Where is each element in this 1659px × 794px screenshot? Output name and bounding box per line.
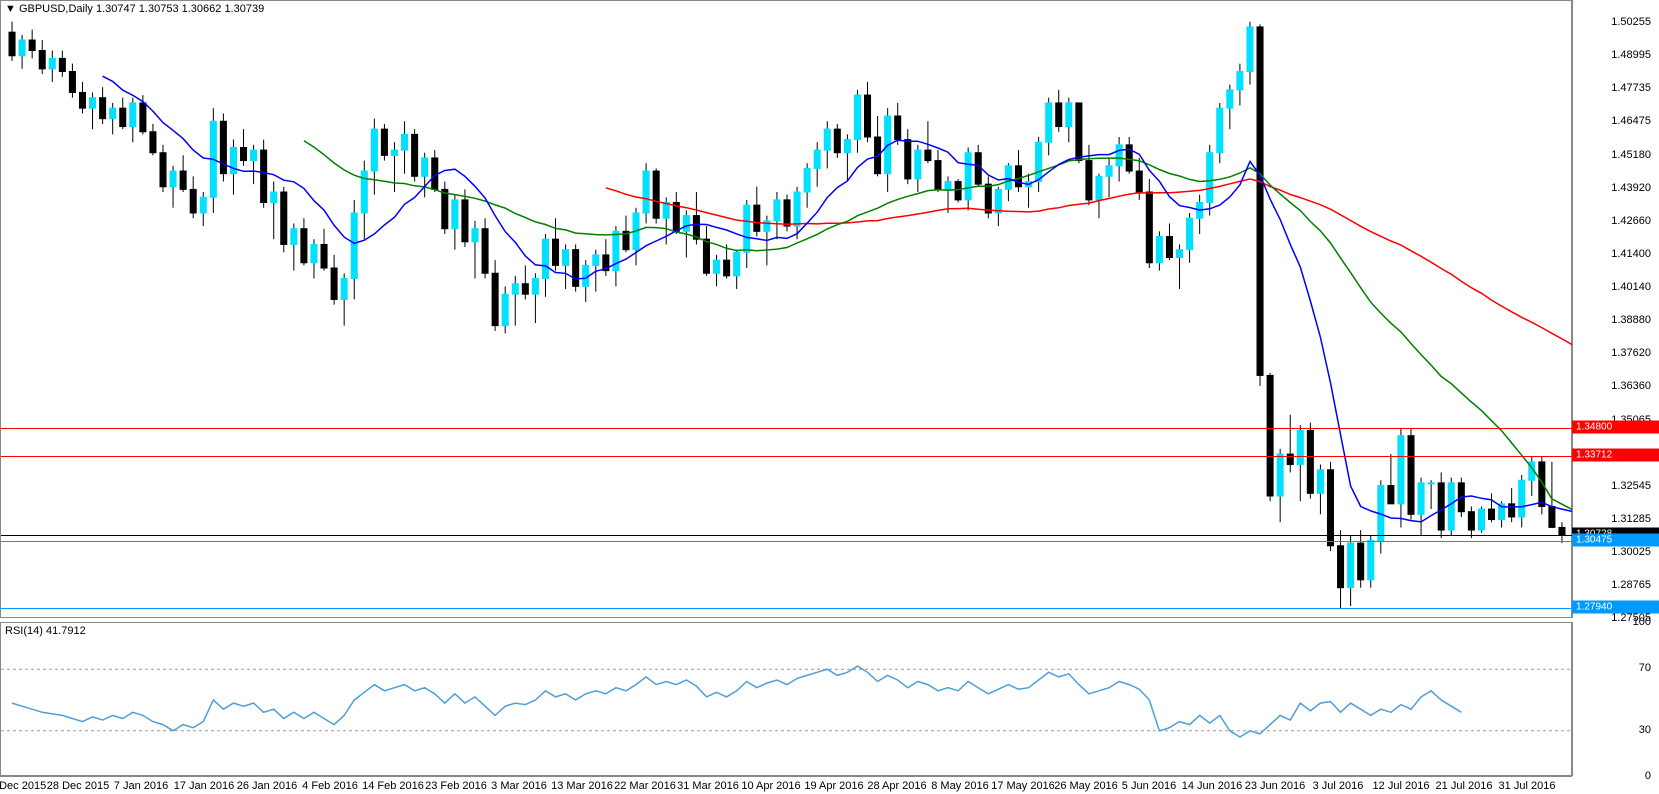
x-tick: 12 Jul 2016 <box>1373 780 1430 792</box>
rsi-y-tick: 100 <box>1633 616 1651 628</box>
x-tick: 3 Jul 2016 <box>1313 780 1364 792</box>
x-tick: 19 Apr 2016 <box>804 780 863 792</box>
x-tick: 28 Dec 2015 <box>47 780 109 792</box>
x-tick: 10 Apr 2016 <box>741 780 800 792</box>
x-tick: 4 Feb 2016 <box>302 780 358 792</box>
x-tick: 22 Mar 2016 <box>614 780 676 792</box>
y-tick: 1.30025 <box>1611 546 1651 558</box>
x-tick: 3 Mar 2016 <box>491 780 547 792</box>
price-y-axis: 1.50255 1.48995 1.47735 1.46475 1.45180 1.439… <box>1572 0 1659 618</box>
y-tick: 1.32545 <box>1611 480 1651 492</box>
x-tick: 31 Jul 2016 <box>1499 780 1556 792</box>
y-tick: 1.28765 <box>1611 579 1651 591</box>
y-tick: 1.41400 <box>1611 248 1651 260</box>
x-tick: 7 Jan 2016 <box>114 780 168 792</box>
chart-title: ▼ GBPUSD,Daily 1.30747 1.30753 1.30662 1… <box>5 3 264 15</box>
horizontal-line <box>1 428 1573 429</box>
y-tick: 1.31285 <box>1611 513 1651 525</box>
y-tick: 1.36360 <box>1611 380 1651 392</box>
rsi-title: RSI(14) 41.7912 <box>5 625 86 637</box>
x-tick: 21 Jul 2016 <box>1436 780 1493 792</box>
x-tick: 14 Feb 2016 <box>362 780 424 792</box>
x-tick: 26 Jan 2016 <box>237 780 298 792</box>
ohlc-label: 1.30747 1.30753 1.30662 1.30739 <box>96 3 264 15</box>
rsi-y-tick: 70 <box>1639 662 1651 674</box>
x-tick: 23 Jun 2016 <box>1245 780 1306 792</box>
y-tick: 1.37620 <box>1611 347 1651 359</box>
x-tick: 17 May 2016 <box>991 780 1055 792</box>
chart-canvas <box>1 1 1573 619</box>
rsi-y-tick: 30 <box>1639 724 1651 736</box>
y-tick: 1.45180 <box>1611 149 1651 161</box>
dropdown-icon[interactable]: ▼ <box>5 3 16 15</box>
y-tick: 1.43920 <box>1611 182 1651 194</box>
y-tick: 1.42660 <box>1611 215 1651 227</box>
x-tick: 5 Jun 2016 <box>1122 780 1176 792</box>
x-tick: 8 May 2016 <box>931 780 988 792</box>
x-tick: 17 Jan 2016 <box>174 780 235 792</box>
rsi-canvas <box>1 623 1573 777</box>
x-tick: 17 Dec 2015 <box>0 780 46 792</box>
horizontal-line <box>1 456 1573 457</box>
x-tick: 14 Jun 2016 <box>1182 780 1243 792</box>
rsi-y-tick: 0 <box>1645 770 1651 782</box>
price-line-label: 1.34800 <box>1572 420 1659 433</box>
horizontal-line <box>1 535 1573 536</box>
y-tick: 1.46475 <box>1611 115 1651 127</box>
x-tick: 13 Mar 2016 <box>551 780 613 792</box>
price-chart[interactable]: ▼ GBPUSD,Daily 1.30747 1.30753 1.30662 1… <box>0 0 1572 618</box>
y-tick: 1.38880 <box>1611 314 1651 326</box>
x-tick: 23 Feb 2016 <box>425 780 487 792</box>
y-tick: 1.40140 <box>1611 281 1651 293</box>
price-line-label: 1.33712 <box>1572 449 1659 462</box>
price-line-label: 1.27940 <box>1572 600 1659 613</box>
y-tick: 1.50255 <box>1611 16 1651 28</box>
rsi-panel[interactable]: RSI(14) 41.7912 <box>0 622 1572 776</box>
horizontal-line <box>1 608 1573 609</box>
x-tick: 28 Apr 2016 <box>867 780 926 792</box>
y-tick: 1.48995 <box>1611 49 1651 61</box>
horizontal-line <box>1 541 1573 542</box>
price-line-label: 1.30475 <box>1572 534 1659 547</box>
x-tick: 26 May 2016 <box>1054 780 1118 792</box>
y-tick: 1.47735 <box>1611 82 1651 94</box>
x-axis: 17 Dec 201528 Dec 2015 7 Jan 2016 17 Jan 2… <box>0 776 1572 794</box>
symbol-label: GBPUSD,Daily <box>19 3 93 15</box>
x-tick: 31 Mar 2016 <box>677 780 739 792</box>
rsi-y-axis: 03070100 <box>1572 622 1659 776</box>
